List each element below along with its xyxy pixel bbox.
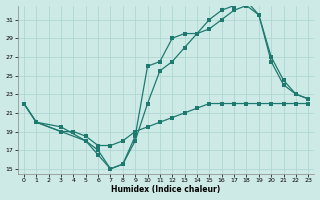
X-axis label: Humidex (Indice chaleur): Humidex (Indice chaleur) [111,185,221,194]
